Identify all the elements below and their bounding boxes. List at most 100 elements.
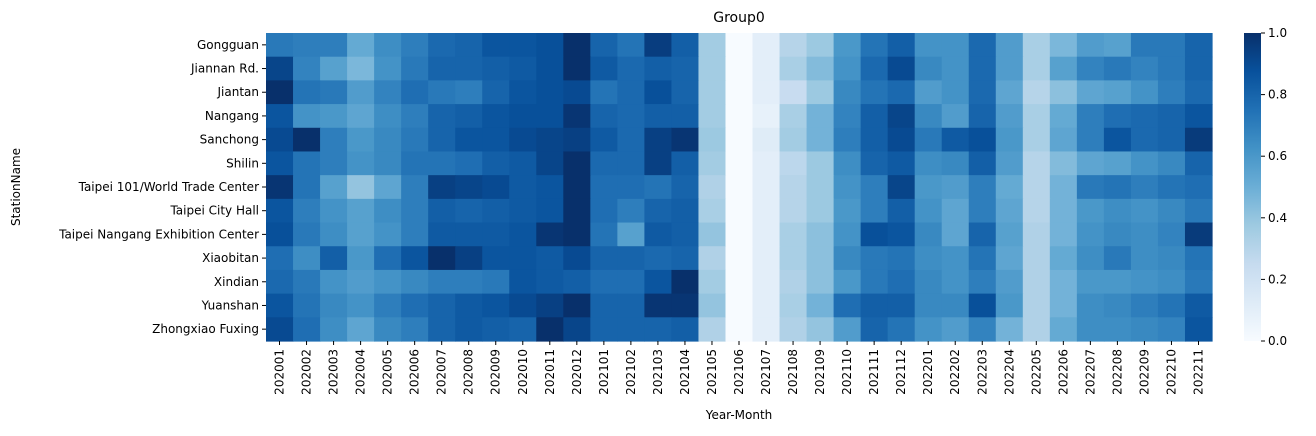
heatmap-cell (833, 104, 862, 129)
heatmap-cell (455, 56, 483, 81)
heatmap-cell (671, 127, 700, 153)
heatmap-cell (293, 104, 321, 129)
heatmap-cell (887, 246, 916, 271)
heatmap-cell (698, 33, 727, 58)
heatmap-cell (1049, 127, 1078, 153)
heatmap-cell (725, 222, 754, 247)
heatmap-cell (698, 151, 727, 176)
heatmap-cell (1130, 246, 1159, 271)
heatmap-cell (1022, 56, 1051, 81)
heatmap-cell (860, 56, 889, 81)
heatmap-cell (779, 80, 808, 105)
heatmap-cell (590, 56, 618, 81)
x-tick-label: 202211 (1191, 349, 1205, 395)
heatmap-cell (563, 80, 591, 105)
heatmap-cell (887, 104, 916, 129)
heatmap-cell (941, 56, 970, 81)
heatmap-cell (671, 222, 700, 247)
heatmap-cell (374, 293, 402, 318)
heatmap-cell (1049, 175, 1078, 200)
heatmap-cell (1103, 33, 1132, 58)
heatmap-cell (374, 269, 402, 295)
heatmap-cell (752, 317, 781, 342)
heatmap-cell (644, 198, 673, 224)
heatmap-cell (1130, 80, 1159, 105)
heatmap-cell (752, 175, 781, 200)
heatmap-cell (1022, 175, 1051, 200)
heatmap-cell (752, 104, 781, 129)
heatmap-cell (644, 246, 673, 271)
heatmap-cell (617, 33, 645, 58)
heatmap-cell (455, 198, 483, 224)
heatmap-cell (563, 246, 591, 271)
heatmap-cell (779, 127, 808, 153)
heatmap-cell (428, 151, 456, 176)
heatmap-cell (1157, 246, 1186, 271)
heatmap-cell (752, 80, 781, 105)
heatmap-cell (995, 222, 1024, 247)
heatmap-cell (482, 198, 510, 224)
heatmap-cell (995, 56, 1024, 81)
heatmap-cell (779, 198, 808, 224)
heatmap-cell (752, 127, 781, 153)
heatmap-cell (293, 80, 321, 105)
heatmap-cell (617, 127, 645, 153)
heatmap-cell (563, 317, 591, 342)
heatmap-cell (401, 56, 429, 81)
heatmap-cell (293, 127, 321, 153)
heatmap-cell (1049, 56, 1078, 81)
heatmap-cell (1130, 269, 1159, 295)
heatmap-cell (374, 127, 402, 153)
heatmap-cell (455, 127, 483, 153)
heatmap-cell (1076, 198, 1105, 224)
heatmap-cell (1184, 293, 1213, 318)
heatmap-cell (941, 317, 970, 342)
heatmap-cell (617, 269, 645, 295)
heatmap-cell (1184, 222, 1213, 247)
heatmap-cell (806, 127, 835, 153)
heatmap-cell (914, 175, 943, 200)
y-tick-label: Gongguan (197, 38, 259, 52)
heatmap-cell (617, 151, 645, 176)
heatmap-cell (536, 317, 564, 342)
heatmap-cell (320, 198, 348, 224)
heatmap-cell (806, 269, 835, 295)
y-tick-label: Taipei Nangang Exhibition Center (58, 227, 259, 241)
colorbar-tick-label: 1.0 (1268, 26, 1287, 40)
heatmap-cell (482, 127, 510, 153)
heatmap-cell (590, 222, 618, 247)
heatmap-cell (1103, 293, 1132, 318)
heatmap-cell (293, 33, 321, 58)
heatmap-cell (536, 293, 564, 318)
heatmap-cell (644, 56, 673, 81)
heatmap-cell (752, 246, 781, 271)
heatmap-cell (914, 33, 943, 58)
heatmap-cell (1103, 127, 1132, 153)
heatmap-cell (698, 222, 727, 247)
heatmap-cell (995, 175, 1024, 200)
heatmap-cell (401, 127, 429, 153)
heatmap-cell (914, 56, 943, 81)
heatmap-cell (941, 127, 970, 153)
heatmap-cell (320, 80, 348, 105)
heatmap-cell (401, 175, 429, 200)
heatmap-cell (887, 293, 916, 318)
heatmap-cell (698, 317, 727, 342)
heatmap-cell (455, 151, 483, 176)
heatmap-cell (1049, 222, 1078, 247)
heatmap-cell (752, 56, 781, 81)
x-tick-label: 202105 (705, 349, 719, 395)
heatmap-cell (968, 104, 997, 129)
heatmap-cell (428, 127, 456, 153)
heatmap-cell (320, 317, 348, 342)
heatmap-cell (644, 317, 673, 342)
heatmap-cell (806, 104, 835, 129)
heatmap-cell (617, 104, 645, 129)
heatmap-cell (860, 104, 889, 129)
heatmap-cell (374, 151, 402, 176)
heatmap-cell (374, 175, 402, 200)
heatmap-cell (1022, 80, 1051, 105)
colorbar-tick-label: 0.2 (1268, 272, 1287, 286)
heatmap-cell (401, 246, 429, 271)
heatmap-cell (509, 33, 537, 58)
